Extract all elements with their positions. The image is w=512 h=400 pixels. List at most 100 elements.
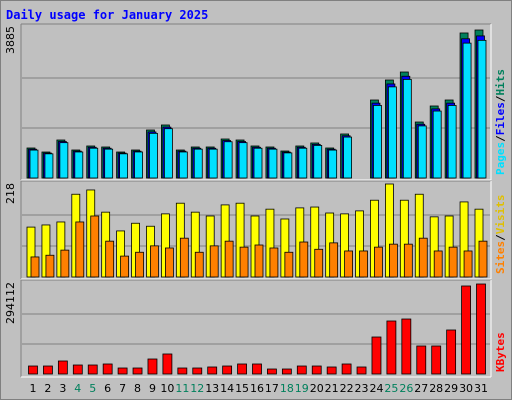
x-tick-label: 25	[384, 382, 398, 395]
bar	[29, 149, 39, 179]
bar	[311, 365, 322, 375]
x-tick-label: 3	[59, 382, 66, 395]
legend-entry: Sites	[494, 241, 507, 274]
x-tick-label: 31	[474, 382, 488, 395]
bar	[43, 365, 53, 375]
legend: Sites/Visits	[494, 195, 507, 275]
y-tick-label: 218	[4, 183, 17, 204]
legend-separator: /	[494, 95, 507, 102]
bar	[329, 242, 339, 278]
bar	[401, 318, 412, 375]
bar	[102, 363, 113, 375]
x-tick-label: 17	[265, 382, 279, 395]
bar	[462, 42, 472, 179]
x-tick-label: 12	[190, 382, 204, 395]
bar	[478, 240, 488, 278]
bar	[72, 364, 83, 375]
x-tick-label: 5	[89, 382, 96, 395]
chart-title: Daily usage for January 2025	[6, 8, 208, 22]
bar	[313, 145, 323, 179]
x-tick-label: 22	[340, 382, 354, 395]
bar	[359, 250, 368, 278]
bar	[403, 243, 413, 278]
bar	[120, 255, 129, 278]
legend: KBytes	[494, 332, 507, 372]
bar	[283, 152, 293, 179]
bar	[252, 363, 262, 375]
bar	[117, 367, 128, 375]
x-tick-label: 8	[134, 382, 141, 395]
x-tick-label: 30	[459, 382, 473, 395]
bar	[179, 237, 189, 278]
bar	[476, 283, 486, 375]
legend-separator: /	[494, 135, 507, 142]
bar	[209, 245, 219, 278]
bar	[374, 246, 383, 278]
legend-entry: KBytes	[494, 332, 507, 372]
bar	[192, 367, 203, 375]
plot-area	[21, 280, 491, 377]
bar	[268, 148, 278, 179]
bar	[387, 86, 397, 179]
x-tick-label: 18	[280, 382, 294, 395]
bar	[477, 39, 487, 179]
bar	[432, 110, 442, 179]
bar	[30, 256, 40, 278]
x-tick-label: 24	[369, 382, 383, 395]
legend: Pages/Files/Hits	[494, 69, 507, 175]
bar	[28, 365, 38, 375]
bar	[281, 368, 292, 375]
bar	[150, 245, 159, 278]
y-tick-label: 3885	[4, 26, 17, 54]
bar	[44, 153, 54, 179]
bar	[373, 105, 382, 179]
bar	[147, 358, 158, 375]
legend-entry: Files	[494, 102, 507, 135]
x-tick-label: 9	[149, 382, 156, 395]
bar	[104, 148, 114, 179]
bar	[75, 221, 85, 278]
bar	[119, 153, 128, 179]
bar	[416, 345, 427, 375]
bar	[431, 345, 442, 375]
bar	[224, 240, 234, 278]
x-tick-label: 28	[429, 382, 443, 395]
x-tick-label: 26	[399, 382, 413, 395]
bar	[45, 254, 55, 278]
x-tick-label: 29	[444, 382, 458, 395]
bar	[433, 250, 443, 278]
bar	[254, 244, 264, 278]
bar	[207, 366, 218, 375]
bar	[388, 243, 398, 278]
bar	[59, 142, 69, 179]
bar	[87, 364, 98, 375]
x-tick-label: 20	[310, 382, 324, 395]
bar	[177, 367, 188, 375]
bar	[237, 363, 247, 375]
bar	[386, 320, 397, 375]
bar	[238, 142, 248, 179]
bar	[193, 148, 203, 179]
bar	[418, 237, 428, 278]
x-tick-label: 21	[325, 382, 339, 395]
x-tick-label: 14	[220, 382, 234, 395]
bar	[284, 251, 294, 278]
x-tick-label: 1	[30, 382, 37, 395]
bar	[356, 366, 367, 375]
x-tick-label: 10	[160, 382, 174, 395]
x-tick-label: 15	[235, 382, 249, 395]
bar	[223, 141, 233, 179]
bar	[341, 363, 352, 375]
bar	[314, 248, 324, 278]
bar	[135, 251, 144, 278]
bar	[402, 79, 412, 179]
bar	[132, 367, 143, 375]
bar	[208, 148, 218, 179]
bar	[448, 246, 458, 278]
bar	[267, 368, 277, 375]
x-tick-label: 19	[295, 382, 309, 395]
bar	[298, 147, 308, 179]
bar	[299, 241, 309, 278]
bar	[371, 336, 382, 375]
